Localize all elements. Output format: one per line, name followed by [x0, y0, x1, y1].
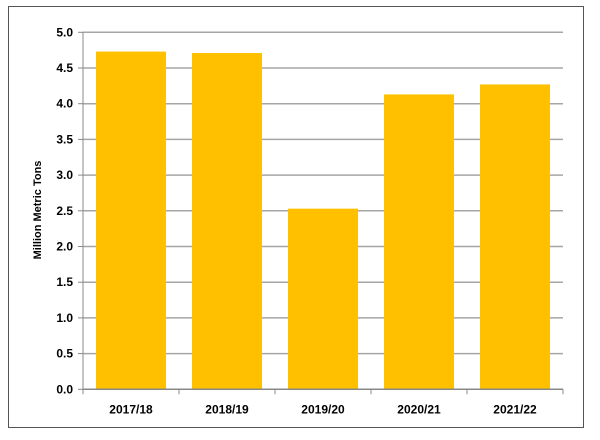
- bar-2020-21: [384, 94, 454, 390]
- bar-2021-22: [480, 84, 550, 390]
- y-tick-label: 0.5: [56, 347, 73, 361]
- x-tick-label: 2020/21: [397, 402, 441, 416]
- y-tick-label: 5.0: [56, 25, 73, 39]
- y-tick-label: 2.0: [56, 240, 73, 254]
- y-tick-label: 1.5: [56, 275, 73, 289]
- x-tick-label: 2021/22: [493, 402, 537, 416]
- x-tick-label: 2017/18: [109, 402, 153, 416]
- y-tick-labels: 0.0 0.5 1.0 1.5 2.0 2.5 3.0 3.5 4.0 4.5 5.0: [56, 25, 73, 396]
- chart-frame: [8, 6, 584, 428]
- bars: [96, 51, 550, 390]
- x-tick-label: 2019/20: [301, 402, 345, 416]
- y-tick-label: 3.5: [56, 132, 73, 146]
- bar-2017-18: [96, 51, 166, 390]
- y-tick-label: 3.0: [56, 168, 73, 182]
- y-axis-label: Million Metric Tons: [32, 161, 44, 260]
- y-tick-label: 4.5: [56, 61, 73, 75]
- axes: [78, 31, 564, 395]
- bar-2019-20: [288, 208, 358, 390]
- y-tick-label: 2.5: [56, 204, 73, 218]
- y-tick-label: 4.0: [56, 97, 73, 111]
- bar-2018-19: [192, 53, 262, 390]
- y-tick-label: 1.0: [56, 311, 73, 325]
- x-tick-label: 2018/19: [205, 402, 249, 416]
- y-tick-label: 0.0: [56, 382, 73, 396]
- x-tick-labels: 2017/18 2018/19 2019/20 2020/21 2021/22: [109, 402, 537, 416]
